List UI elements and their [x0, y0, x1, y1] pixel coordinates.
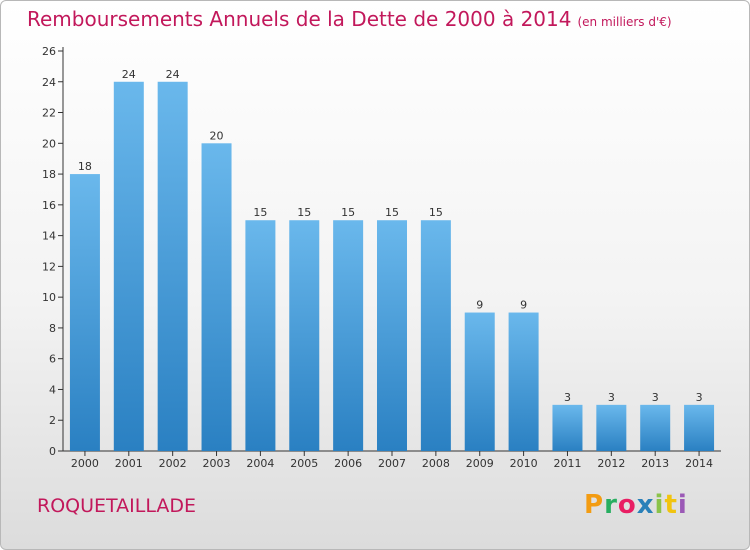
bar [684, 404, 715, 451]
bar [113, 81, 144, 452]
x-tick-label: 2014 [685, 457, 713, 470]
title-text: Remboursements Annuels de la Dette de 20… [27, 7, 572, 31]
bar [420, 220, 451, 451]
y-tick-label: 6 [49, 353, 56, 366]
x-tick-label: 2008 [422, 457, 450, 470]
y-tick-label: 24 [42, 76, 56, 89]
data-label: 15 [253, 206, 267, 219]
data-label: 15 [341, 206, 355, 219]
bar [508, 312, 539, 451]
bar [289, 220, 320, 451]
unit-label: (en milliers d'€) [577, 15, 672, 29]
bar [596, 404, 627, 451]
data-label: 15 [385, 206, 399, 219]
data-label: 20 [210, 129, 224, 142]
y-tick-label: 22 [42, 107, 56, 120]
data-label: 9 [520, 299, 527, 312]
data-label: 15 [429, 206, 443, 219]
bar [377, 220, 407, 451]
bar [464, 312, 495, 451]
y-tick-label: 16 [42, 199, 56, 212]
y-tick-label: 18 [42, 168, 56, 181]
logo-letter: x [636, 490, 655, 520]
x-tick-label: 2007 [378, 457, 406, 470]
x-tick-label: 2004 [246, 457, 274, 470]
logo-letter: t [664, 490, 678, 520]
bar [640, 404, 671, 451]
bars: 18 24 24 20 15 15 15 15 15 9 9 3 3 3 3 [69, 68, 715, 452]
x-tick-label: 2011 [553, 457, 581, 470]
data-label: 15 [297, 206, 311, 219]
data-label: 3 [564, 391, 571, 404]
y-tick-label: 2 [49, 414, 56, 427]
x-tick-label: 2002 [159, 457, 187, 470]
data-label: 3 [608, 391, 615, 404]
logo-letter: o [617, 490, 637, 520]
y-tick-label: 14 [42, 230, 56, 243]
bar [245, 220, 276, 451]
y-tick-label: 8 [49, 322, 56, 335]
y-tick-label: 4 [49, 383, 56, 396]
logo-letter: r [604, 490, 618, 520]
commune-name: ROQUETAILLADE [37, 495, 196, 517]
logo-letter: i [654, 490, 665, 520]
x-tick-label: 2003 [203, 457, 231, 470]
data-label: 24 [166, 68, 180, 81]
logo-letter: P [584, 490, 605, 520]
proxiti-logo[interactable]: Proxiti [584, 490, 688, 520]
x-tick-label: 2010 [510, 457, 538, 470]
y-tick-label: 0 [49, 445, 56, 458]
logo-letter: i [677, 490, 688, 520]
bar [552, 404, 583, 451]
x-tick-label: 2006 [334, 457, 362, 470]
bar [201, 143, 232, 452]
y-tick-label: 10 [42, 291, 56, 304]
x-tick-label: 2013 [641, 457, 669, 470]
x-tick-label: 2001 [115, 457, 143, 470]
x-tick-label: 2012 [597, 457, 625, 470]
x-tick-label: 2009 [466, 457, 494, 470]
data-label: 3 [696, 391, 703, 404]
x-tick-label: 2005 [290, 457, 318, 470]
bar [69, 174, 100, 452]
data-label: 24 [122, 68, 136, 81]
y-tick-label: 12 [42, 260, 56, 273]
bar [333, 220, 364, 451]
y-tick-label: 26 [42, 45, 56, 58]
data-label: 18 [78, 160, 92, 173]
y-tick-label: 20 [42, 137, 56, 150]
data-label: 9 [476, 299, 483, 312]
chart-title: Remboursements Annuels de la Dette de 20… [27, 7, 672, 31]
data-label: 3 [652, 391, 659, 404]
x-tick-label: 2000 [71, 457, 99, 470]
bar [157, 81, 188, 452]
